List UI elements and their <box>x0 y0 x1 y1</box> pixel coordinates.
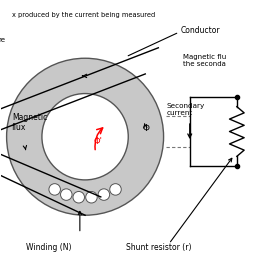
Text: Shunt resistor (r): Shunt resistor (r) <box>126 243 191 252</box>
Circle shape <box>98 189 110 200</box>
Text: Winding (N): Winding (N) <box>26 243 71 252</box>
Text: x produced by the current being measured: x produced by the current being measured <box>12 12 155 18</box>
Circle shape <box>110 184 121 195</box>
Text: Magnetic
flux: Magnetic flux <box>12 113 47 132</box>
Text: Φ: Φ <box>142 124 149 133</box>
Circle shape <box>86 191 97 203</box>
Text: Secondary
current: Secondary current <box>166 103 204 116</box>
Circle shape <box>73 191 84 203</box>
Circle shape <box>49 184 60 195</box>
Text: Magnetic flu
the seconda: Magnetic flu the seconda <box>183 54 226 67</box>
Text: re: re <box>0 37 6 43</box>
Circle shape <box>7 58 164 215</box>
Circle shape <box>60 189 72 200</box>
Circle shape <box>42 94 128 180</box>
Text: Φ': Φ' <box>94 138 103 146</box>
Text: Conductor: Conductor <box>181 26 220 35</box>
